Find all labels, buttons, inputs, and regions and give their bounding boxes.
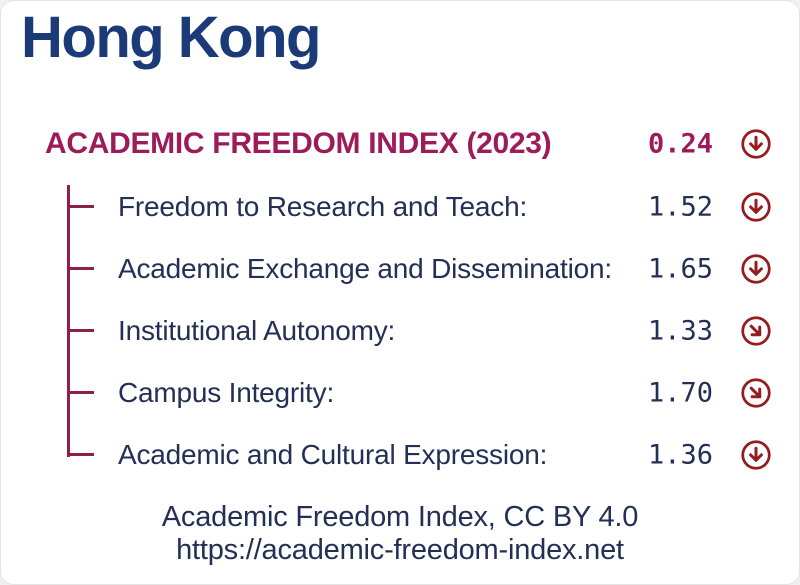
- tree-connector-line: [67, 185, 70, 457]
- indicator-row: Academic Exchange and Dissemination: 1.6…: [1, 250, 799, 288]
- indicator-value: 1.33: [647, 315, 713, 347]
- indicator-row: Institutional Autonomy: 1.33: [1, 312, 799, 350]
- arrow-down-right-circle-icon: [741, 316, 771, 346]
- arrow-down-circle-icon: [741, 192, 771, 222]
- page-title: Hong Kong: [21, 5, 321, 70]
- indicator-label: Campus Integrity:: [118, 377, 335, 408]
- indicator-label: Academic and Cultural Expression:: [118, 439, 548, 470]
- tree-branch-tick: [67, 453, 94, 456]
- indicator-row: Campus Integrity: 1.70: [1, 374, 799, 412]
- tree-branch-tick: [67, 267, 94, 270]
- arrow-down-right-circle-icon: [741, 378, 771, 408]
- indicator-label: Institutional Autonomy:: [118, 315, 396, 346]
- attribution-text: Academic Freedom Index, CC BY 4.0: [161, 501, 639, 533]
- indicator-value: 1.52: [647, 191, 713, 223]
- source-url-link[interactable]: https://academic-freedom-index.net: [176, 534, 624, 566]
- arrow-down-circle-icon: [741, 254, 771, 284]
- tree-branch-tick: [67, 329, 94, 332]
- indicator-value: 1.65: [647, 253, 713, 285]
- indicator-value: 1.70: [647, 377, 713, 409]
- tree-branch-tick: [67, 391, 94, 394]
- tree-branch-tick: [67, 205, 94, 208]
- index-header-label: ACADEMIC FREEDOM INDEX (2023): [45, 127, 552, 160]
- indicator-row: Freedom to Research and Teach: 1.52: [1, 188, 799, 226]
- footer: Academic Freedom Index, CC BY 4.0 https:…: [1, 501, 799, 567]
- arrow-down-circle-icon: [741, 440, 771, 470]
- indicator-label: Academic Exchange and Dissemination:: [118, 253, 612, 284]
- indicator-label: Freedom to Research and Teach:: [118, 191, 528, 222]
- indicator-row: Academic and Cultural Expression: 1.36: [1, 436, 799, 474]
- arrow-down-circle-icon: [741, 129, 771, 159]
- indicator-value: 1.36: [647, 439, 713, 471]
- index-value: 0.24: [647, 128, 713, 160]
- index-header-row: ACADEMIC FREEDOM INDEX (2023) 0.24: [1, 125, 799, 163]
